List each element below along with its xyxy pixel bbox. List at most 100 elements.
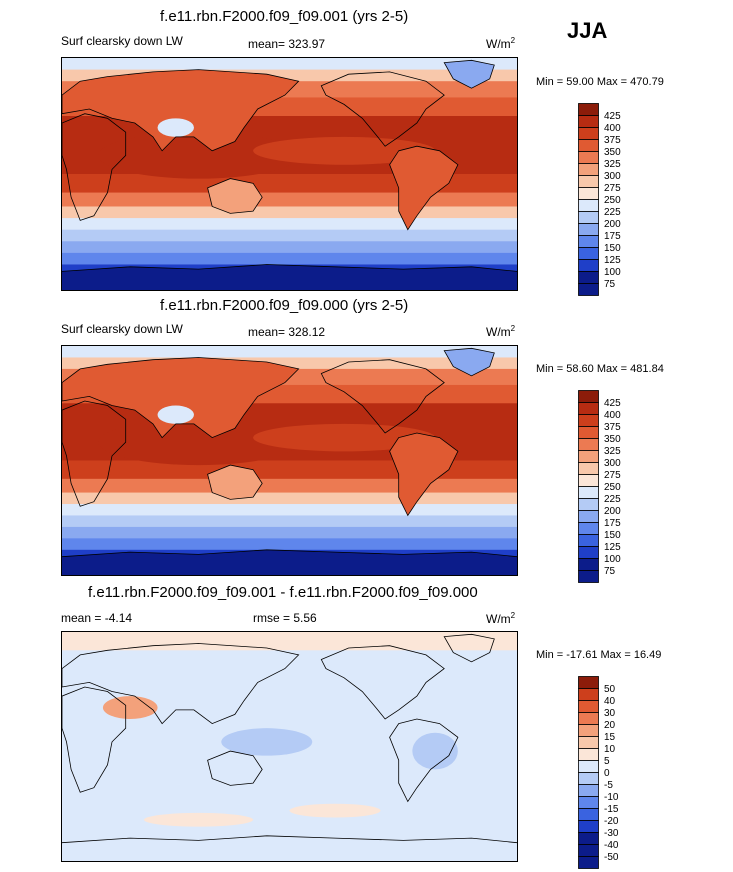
coastline-samerica <box>389 145 459 231</box>
colorbar-swatch <box>578 163 599 176</box>
arabia-positive-region <box>102 696 158 720</box>
colorbar-swatch <box>578 139 599 152</box>
colorbar-tick-label: -20 <box>604 816 619 827</box>
tropical-band-region <box>253 423 436 452</box>
panel3-title: f.e11.rbn.F2000.f09_f09.001 - f.e11.rbn.… <box>88 584 478 601</box>
positive-region <box>143 812 254 827</box>
colorbar-swatch <box>578 402 599 415</box>
warm-pool-region <box>98 132 299 179</box>
colorbar-swatch <box>578 247 599 260</box>
colorbar-swatch <box>578 414 599 427</box>
colorbar-swatch <box>578 498 599 511</box>
coastline-africa <box>62 686 127 793</box>
colorbar-swatch <box>578 271 599 284</box>
colorbar-tick-label: -15 <box>604 804 619 815</box>
contour-band <box>62 492 517 505</box>
colorbar-swatch <box>578 426 599 439</box>
colorbar-tick-label: 10 <box>604 744 616 755</box>
panel3-minmax: Min = -17.61 Max = 16.49 <box>536 649 662 661</box>
colorbar-swatch <box>578 570 599 583</box>
colorbar-swatch <box>578 724 599 737</box>
colorbar-tick-label: 400 <box>604 410 621 421</box>
colorbar-swatch <box>578 688 599 701</box>
coastline-greenland <box>443 347 495 377</box>
colorbar-tick-label: -5 <box>604 780 613 791</box>
colorbar-tick-label: 150 <box>604 530 621 541</box>
colorbar-tick-label: 225 <box>604 494 621 505</box>
panel3-units: W/m2 <box>486 611 516 626</box>
panel2-map <box>61 345 518 576</box>
colorbar-tick-label: 20 <box>604 720 616 731</box>
coastline-australia <box>207 750 263 786</box>
contour-band <box>62 218 517 231</box>
colorbar-tick-label: -30 <box>604 828 619 839</box>
panel2-mean-label: mean= 328.12 <box>248 325 326 339</box>
panel1-mean-label: mean= 323.97 <box>248 37 326 51</box>
panel2-minmax: Min = 58.60 Max = 481.84 <box>536 363 664 375</box>
greenland-field <box>444 60 495 89</box>
colorbar-tick-label: -50 <box>604 852 619 863</box>
colorbar-tick-label: 425 <box>604 111 621 122</box>
colorbar-tick-label: 375 <box>604 422 621 433</box>
panel2-title: f.e11.rbn.F2000.f09_f09.000 (yrs 2-5) <box>160 297 409 314</box>
colorbar-tick-label: 300 <box>604 458 621 469</box>
colorbar-tick-label: 200 <box>604 219 621 230</box>
colorbar-swatch <box>578 462 599 475</box>
colorbar-tick-label: 5 <box>604 756 610 767</box>
colorbar-tick-label: 125 <box>604 255 621 266</box>
colorbar-swatch <box>578 199 599 212</box>
coastline-namerica <box>320 645 445 720</box>
colorbar-tick-label: 300 <box>604 171 621 182</box>
colorbar-swatch <box>578 748 599 761</box>
coastline-australia <box>207 178 263 214</box>
positive-region <box>289 803 381 818</box>
colorbar-tick-label: 150 <box>604 243 621 254</box>
colorbar-tick-label: 350 <box>604 434 621 445</box>
panel3-rmse-label: rmse = 5.56 <box>253 611 317 625</box>
coastline-eurasia <box>62 357 300 439</box>
contour-band <box>62 206 517 219</box>
colorbar-swatch <box>578 760 599 773</box>
contour-band <box>62 229 517 242</box>
panel3-colorbar: 50 40 30 20 15 10 5 0 -5 -10 -15 -20 -30 -40 -50 <box>578 676 628 870</box>
greenland-field <box>444 348 495 376</box>
colorbar-tick-label: 250 <box>604 482 621 493</box>
colorbar-tick-label: 325 <box>604 159 621 170</box>
colorbar-swatch <box>578 283 599 296</box>
panel3-mean-label: mean = -4.14 <box>61 611 133 625</box>
contour-band <box>62 515 517 528</box>
coastline-greenland <box>443 59 495 89</box>
eurasia-field <box>62 357 299 438</box>
contour-band <box>62 346 517 358</box>
colorbar-swatch <box>578 259 599 272</box>
colorbar-tick-label: 15 <box>604 732 616 743</box>
colorbar-swatch <box>578 175 599 188</box>
coastline-eurasia <box>62 69 300 152</box>
colorbar-swatch <box>578 486 599 499</box>
colorbar-swatch <box>578 832 599 845</box>
tibet-field <box>157 405 194 424</box>
panel3-map <box>61 631 518 862</box>
colorbar-swatch <box>578 103 599 116</box>
colorbar-tick-label: 175 <box>604 231 621 242</box>
colorbar-tick-label: 75 <box>604 279 616 290</box>
colorbar-tick-label: 275 <box>604 183 621 194</box>
colorbar-swatch <box>578 844 599 857</box>
colorbar-tick-label: 425 <box>604 398 621 409</box>
colorbar-swatch <box>578 522 599 535</box>
colorbar-tick-label: 400 <box>604 123 621 134</box>
contour-band <box>62 632 517 651</box>
colorbar-swatch <box>578 772 599 785</box>
contour-band <box>62 58 517 71</box>
colorbar-tick-label: 225 <box>604 207 621 218</box>
coastline-greenland <box>443 633 495 663</box>
colorbar-tick-label: -10 <box>604 792 619 803</box>
samerica-negative-region <box>412 732 458 770</box>
contour-band <box>62 504 517 516</box>
colorbar-swatch <box>578 438 599 451</box>
colorbar-swatch <box>578 450 599 463</box>
colorbar-swatch <box>578 474 599 487</box>
contour-band <box>62 241 517 254</box>
colorbar-swatch <box>578 127 599 140</box>
contour-band <box>62 526 517 539</box>
